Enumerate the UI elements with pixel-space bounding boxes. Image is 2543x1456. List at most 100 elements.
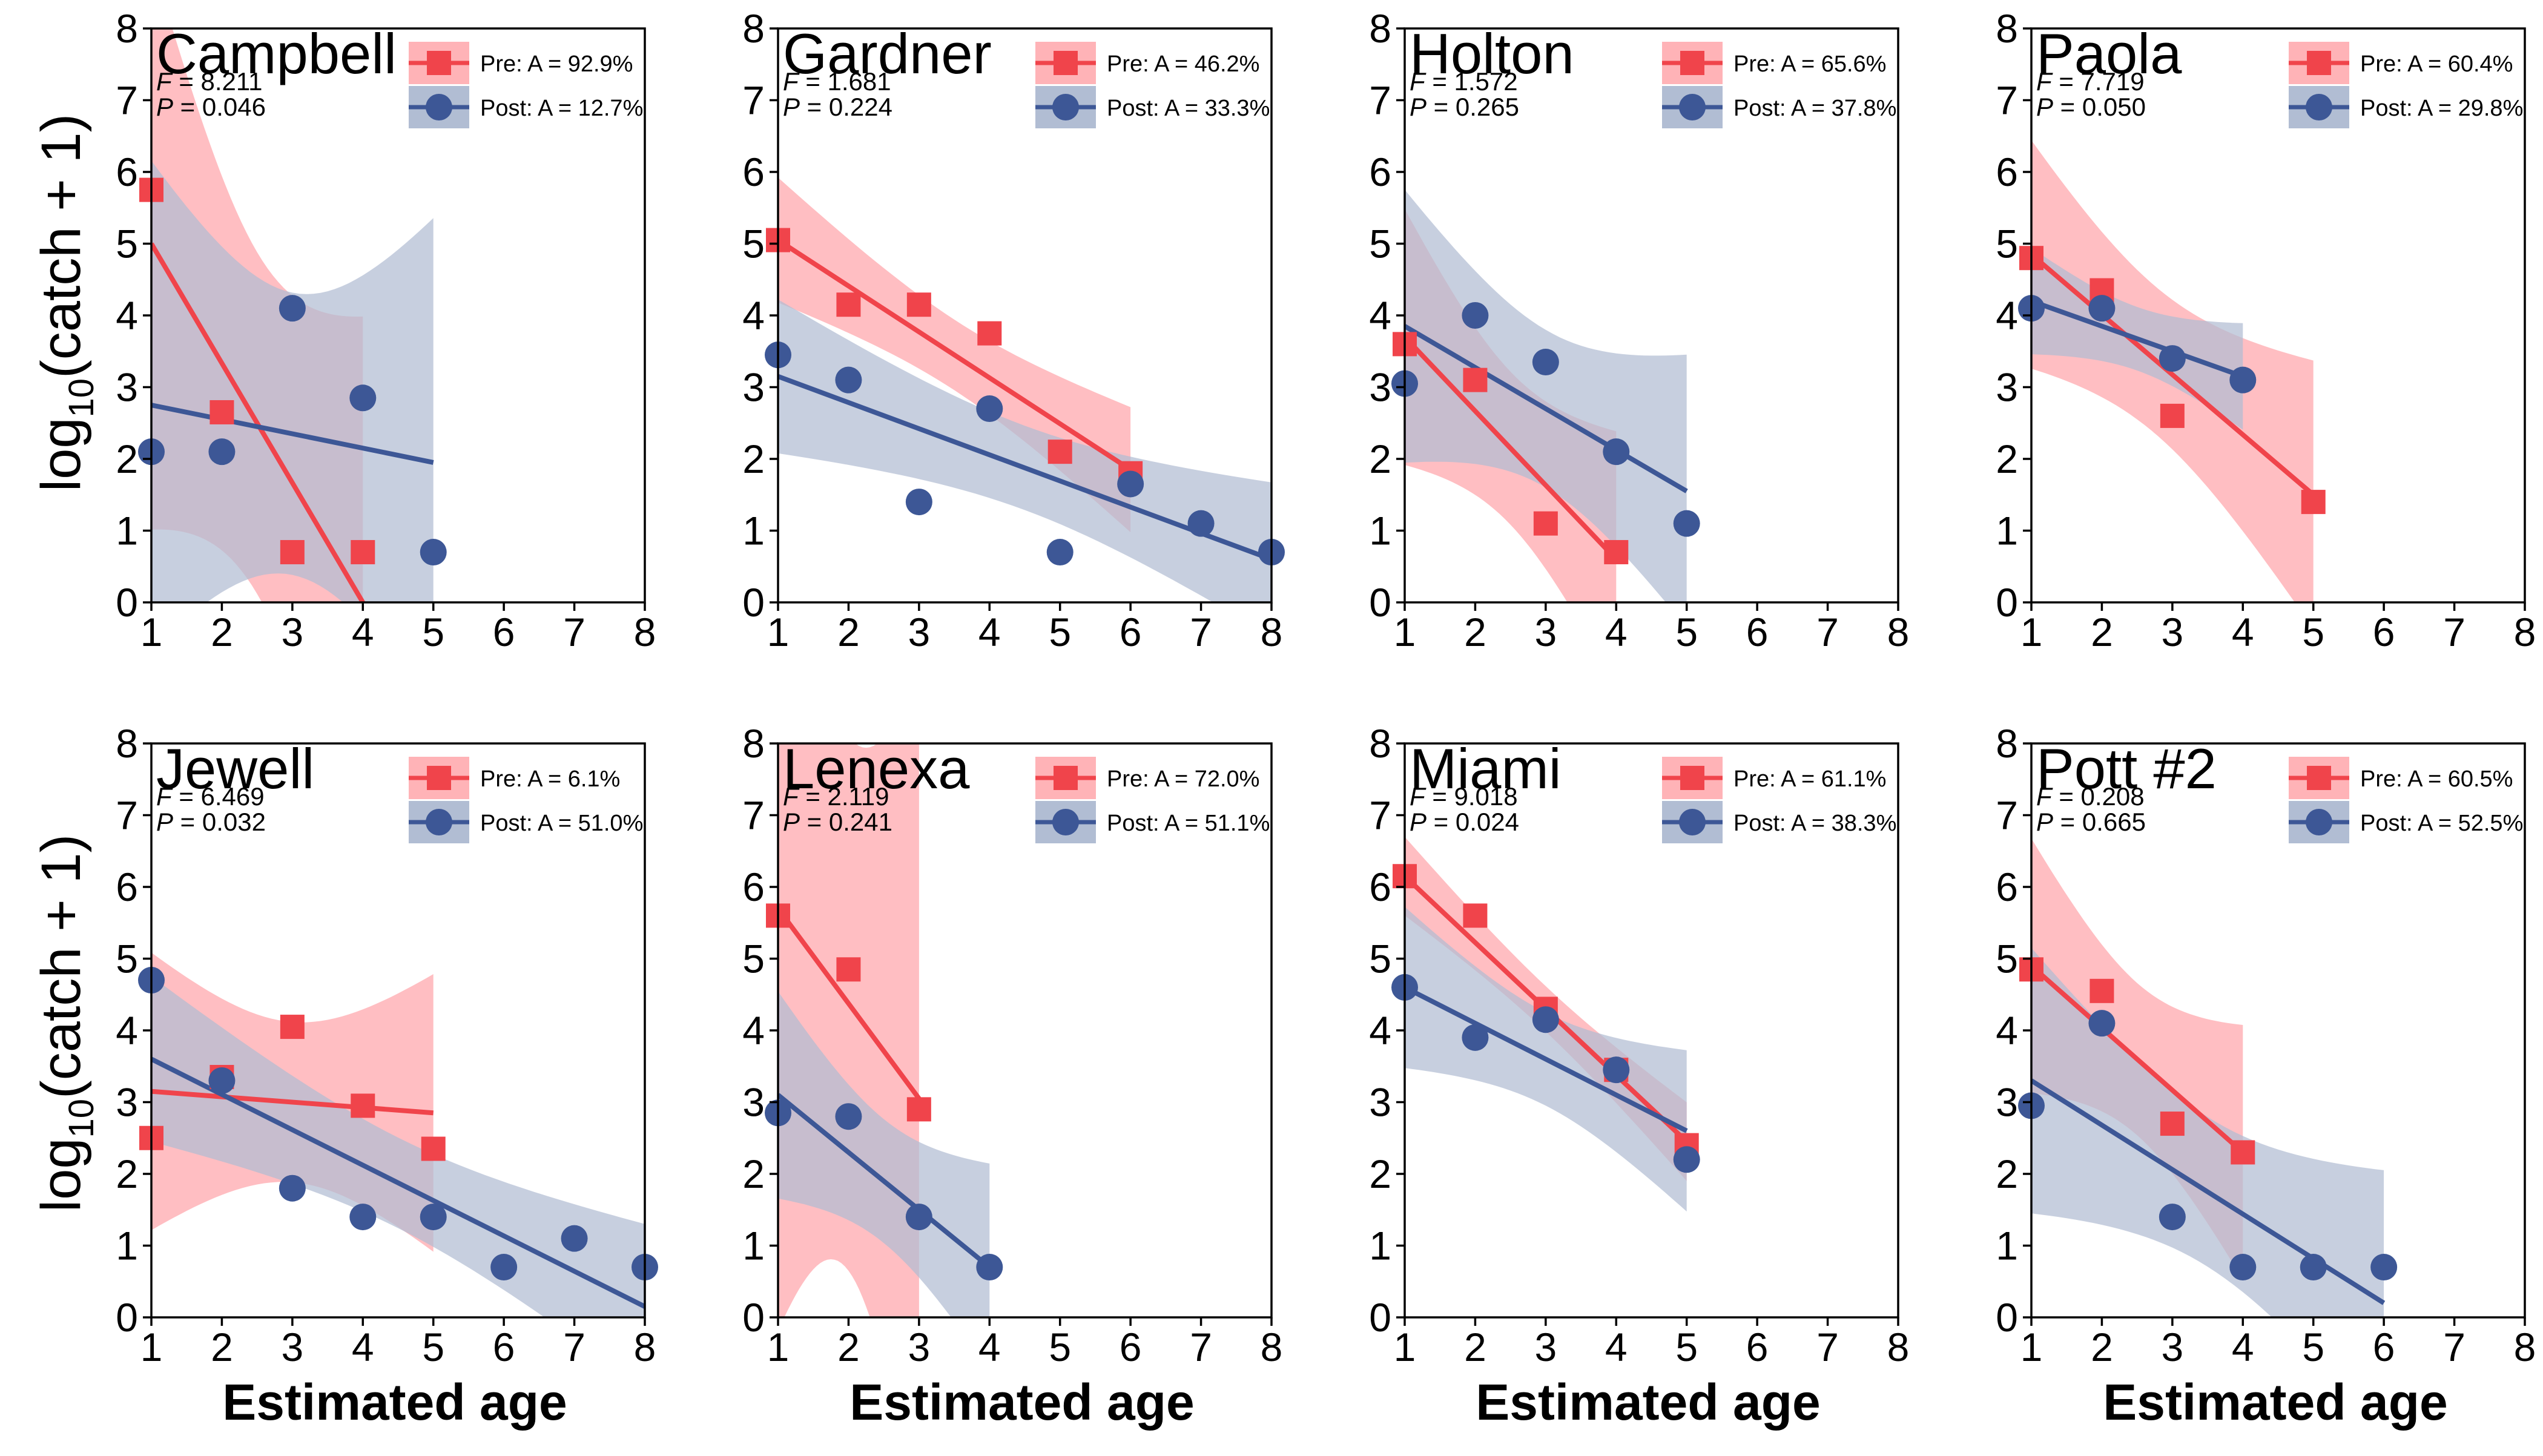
data-points (138, 177, 447, 566)
y-tick-label: 8 (1369, 6, 1391, 51)
x-axis-label-col2: Estimated age (849, 1374, 1195, 1431)
pre-fit-line (151, 1089, 434, 1116)
post-point (1462, 1024, 1489, 1051)
x-tick-label: 2 (1464, 1325, 1486, 1369)
panel-title: Lenexa (783, 737, 970, 800)
x-tick-label: 6 (1120, 610, 1142, 654)
fit-lines (2031, 252, 2315, 497)
pre-point (1463, 367, 1488, 392)
x-tick-label: 5 (422, 610, 444, 654)
legend-square-marker (1054, 766, 1078, 790)
x-tick-label: 3 (281, 610, 303, 654)
y-tick-label: 3 (742, 365, 765, 410)
legend-pre-label: Pre: A = 46.2% (1107, 51, 1259, 77)
y-axis-label-row1: log10(catch + 1) (30, 114, 101, 492)
legend-circle-marker (1052, 809, 1079, 835)
x-tick-label: 1 (1394, 1325, 1416, 1369)
panel-title: Pott #2 (2036, 737, 2217, 800)
legend-pre-label: Pre: A = 92.9% (480, 51, 633, 77)
legend-circle-marker (2306, 94, 2332, 120)
pre-point (906, 1097, 931, 1122)
post-point (2300, 1254, 2327, 1281)
x-tick-label: 4 (2232, 610, 2254, 654)
y-tick-label: 2 (1996, 436, 2018, 481)
y-tick-label: 6 (1996, 150, 2018, 194)
x-tick-label: 8 (2514, 1325, 2536, 1369)
y-tick-label: 4 (1369, 1008, 1391, 1053)
y-tick-label: 8 (742, 6, 765, 51)
pre-point (351, 1093, 375, 1118)
pre-fit-line (2031, 964, 2245, 1155)
x-tick-label: 3 (908, 610, 930, 654)
y-tick-label: 7 (116, 793, 138, 838)
confidence-bands (2031, 838, 2384, 1317)
pre-point (836, 292, 861, 317)
data-points (2018, 957, 2398, 1281)
p-value: P = 0.050 (2036, 93, 2146, 121)
post-point (2088, 1010, 2116, 1037)
pre-point (1604, 540, 1629, 565)
f-statistic: F = 6.469 (156, 782, 265, 811)
x-tick-label: 5 (1049, 610, 1071, 654)
x-tick-label: 8 (634, 1325, 656, 1369)
x-tick-label: 4 (352, 610, 374, 654)
x-tick-label: 7 (1190, 1325, 1212, 1369)
f-statistic: F = 2.119 (783, 782, 889, 811)
legend-post-label: Post: A = 38.3% (1733, 811, 1896, 836)
y-tick-label: 3 (1369, 1080, 1391, 1125)
post-point (835, 366, 862, 394)
y-tick-label: 4 (116, 1008, 138, 1053)
post-point (2370, 1254, 2398, 1281)
y-tick-label: 3 (1996, 365, 2018, 410)
post-point (279, 1174, 306, 1202)
legend-post-label: Post: A = 12.7% (480, 96, 643, 121)
y-tick-label: 8 (1996, 6, 2018, 51)
y-tick-label: 7 (742, 793, 765, 838)
panel-title: Campbell (156, 22, 397, 85)
x-tick-label: 6 (493, 1325, 515, 1369)
pre-fit-line (778, 238, 1132, 472)
y-tick-label: 5 (1369, 937, 1391, 981)
x-tick-label: 6 (1746, 610, 1769, 654)
y-tick-label: 2 (1369, 436, 1391, 481)
y-tick-label: 1 (116, 509, 138, 553)
f-statistic: F = 1.572 (1410, 67, 1518, 96)
legend-post-label: Post: A = 51.0% (480, 811, 643, 836)
x-tick-label: 3 (281, 1325, 303, 1369)
x-tick-label: 1 (2020, 610, 2043, 654)
legend-circle-marker (1052, 94, 1079, 120)
pre-point (209, 400, 234, 424)
fit-lines (778, 907, 991, 1270)
post-point (905, 489, 932, 516)
post-point (208, 1067, 236, 1094)
y-tick-label: 0 (116, 1295, 138, 1340)
x-tick-label: 5 (1675, 610, 1698, 654)
pre-fit-line (778, 907, 922, 1100)
f-statistic: F = 0.208 (2036, 782, 2145, 811)
y-tick-label: 4 (742, 293, 765, 338)
legend-post-label: Post: A = 51.1% (1107, 811, 1270, 836)
x-tick-label: 2 (211, 1325, 233, 1369)
legend-pre-label: Pre: A = 61.1% (1733, 766, 1886, 792)
y-tick-label: 0 (742, 1295, 765, 1340)
x-tick-label: 8 (2514, 610, 2536, 654)
x-tick-label: 2 (837, 1325, 860, 1369)
p-value: P = 0.024 (1410, 808, 1519, 836)
x-tick-label: 3 (1534, 610, 1557, 654)
y-tick-label: 6 (742, 865, 765, 909)
pre-point (421, 1136, 446, 1161)
y-tick-label: 4 (742, 1008, 765, 1053)
post-point (1673, 510, 1700, 537)
x-tick-label: 7 (1816, 610, 1839, 654)
y-tick-label: 2 (116, 436, 138, 481)
post-point (279, 295, 306, 322)
pre-point (2089, 978, 2114, 1003)
